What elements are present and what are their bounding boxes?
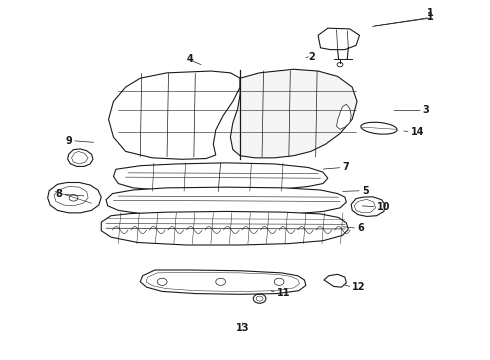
Text: 3: 3 (423, 105, 430, 115)
Text: 4: 4 (187, 54, 193, 64)
Text: 12: 12 (352, 282, 366, 292)
Polygon shape (101, 211, 348, 245)
Text: 9: 9 (65, 136, 72, 146)
Polygon shape (106, 187, 346, 216)
Polygon shape (337, 104, 351, 129)
Text: 1: 1 (427, 13, 434, 22)
Text: 6: 6 (357, 223, 364, 233)
Polygon shape (140, 270, 306, 294)
Polygon shape (324, 274, 346, 287)
Text: 13: 13 (236, 323, 249, 333)
Polygon shape (354, 199, 375, 213)
Ellipse shape (361, 122, 397, 134)
Text: 8: 8 (55, 189, 62, 199)
Polygon shape (72, 152, 88, 164)
Polygon shape (109, 71, 240, 159)
Text: 1: 1 (427, 8, 434, 18)
Polygon shape (48, 183, 101, 213)
Text: 11: 11 (277, 288, 290, 297)
Text: 2: 2 (308, 52, 315, 62)
Text: 10: 10 (376, 202, 390, 212)
Text: 7: 7 (343, 162, 349, 172)
Polygon shape (351, 197, 385, 216)
Polygon shape (230, 69, 357, 158)
Text: 5: 5 (362, 186, 368, 196)
Polygon shape (318, 28, 360, 50)
Polygon shape (114, 163, 328, 192)
Text: 14: 14 (411, 127, 424, 137)
Polygon shape (68, 149, 93, 166)
Polygon shape (54, 186, 88, 206)
